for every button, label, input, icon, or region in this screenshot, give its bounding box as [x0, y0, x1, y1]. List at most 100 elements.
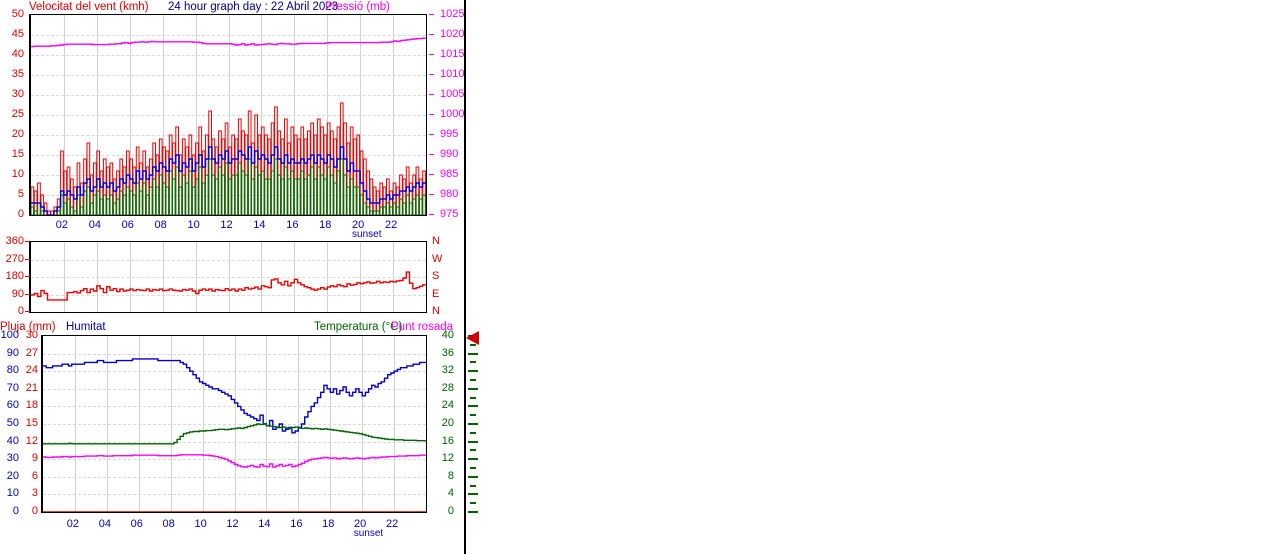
wind-plot-area	[29, 14, 427, 216]
x-tick-label: 14	[253, 219, 266, 231]
temperature-line	[43, 422, 426, 445]
grid-hline	[43, 494, 426, 495]
pressure-tick-mark	[429, 54, 434, 55]
pressure-tick-label: 1005	[440, 88, 465, 100]
graph-title: 24 hour graph day : 22 Abril 2023	[168, 1, 339, 13]
temperature-minor-tick	[470, 458, 476, 461]
grid-hline	[43, 389, 426, 390]
rain-tick-label: 27	[25, 346, 38, 359]
current-temp-marker-icon	[466, 331, 479, 345]
temperature-tick-label: 40	[441, 329, 454, 341]
temperature-minor-tick	[470, 423, 476, 425]
temperature-minor-tick	[470, 387, 476, 390]
wind-pressure-panel: Velocitat del vent (kmh) 24 hour graph d…	[0, 0, 465, 240]
grid-hline	[43, 424, 426, 425]
grid-hline	[31, 260, 426, 261]
temperature-minor-tick	[470, 511, 476, 513]
pressure-header: Pressió (mb)	[324, 1, 390, 13]
pressure-tick-mark	[429, 34, 434, 35]
humidity-tick-label: 30	[6, 452, 19, 465]
grid-hline	[31, 55, 426, 56]
x-tick-label: 10	[194, 518, 207, 530]
humidity-tick-label: 70	[6, 381, 19, 394]
pressure-tick-mark	[429, 214, 434, 215]
wind-speed-header: Velocitat del vent (kmh)	[29, 1, 149, 13]
series-layer	[31, 37, 426, 215]
x-tick-label: 14	[258, 518, 271, 530]
grid-hline	[43, 406, 426, 407]
direction-tick-mark	[25, 293, 30, 295]
x-tick-label: 20	[354, 518, 367, 530]
direction-tick-label: 0	[17, 305, 24, 317]
direction-tick-label: 90	[11, 287, 24, 300]
pressure-tick-mark	[429, 94, 434, 95]
x-tick-label: 18	[319, 219, 332, 231]
grid-hline	[31, 75, 426, 76]
direction-tick-label: 180	[5, 270, 24, 282]
humidity-tick-label: 60	[6, 399, 19, 412]
rain-tick-label: 18	[25, 399, 38, 412]
pressure-tick-label: 990	[440, 148, 459, 160]
rain-tick-label: 0	[31, 505, 38, 517]
pressure-tick-mark	[429, 14, 434, 15]
direction-tick-mark	[25, 258, 30, 260]
x-tick-label: 12	[226, 518, 239, 530]
grid-hline	[31, 295, 426, 296]
x-tick-label: 04	[98, 518, 111, 530]
pressure-tick-label: 1015	[440, 48, 465, 60]
temperature-minor-tick	[470, 493, 476, 496]
temperature-tick-label: 16	[441, 434, 454, 447]
rain-header: Pluja (mm)	[0, 321, 56, 333]
temperature-minor-tick	[470, 467, 476, 469]
pressure-tick-label: 985	[440, 168, 459, 180]
x-tick-label: 16	[290, 518, 303, 530]
temperature-tick-label: 24	[441, 399, 454, 412]
temperature-tick-label: 28	[441, 381, 454, 394]
x-tick-label: 06	[130, 518, 143, 530]
x-tick-label: 02	[66, 518, 80, 530]
pressure-tick-label: 1025	[440, 8, 465, 20]
humidity-header: Humitat	[66, 321, 106, 333]
direction-tick-mark	[25, 241, 30, 242]
humidity-tick-label: 50	[6, 417, 19, 429]
pressure-tick-label: 1000	[440, 108, 465, 120]
x-tick-label: 16	[286, 219, 299, 231]
direction-tick-mark	[25, 276, 30, 277]
pressure-tick-label: 980	[440, 188, 459, 200]
temperature-tick-label: 12	[441, 452, 454, 465]
dewpoint-header: Punt rosada	[391, 321, 454, 333]
temperature-tick-label: 32	[441, 364, 454, 377]
temperature-minor-tick	[470, 352, 476, 355]
rain-tick-label: 6	[31, 469, 38, 482]
pressure-tick-mark	[429, 194, 434, 195]
humidity-tick-label: 40	[6, 434, 19, 447]
rain-tick-label: 15	[25, 417, 38, 429]
x-tick-label: 06	[121, 219, 134, 231]
compass-label: S	[432, 270, 440, 282]
pressure-tick-mark	[429, 134, 434, 135]
humidity-tick-label: 0	[12, 505, 19, 517]
wind-direction-line	[31, 271, 426, 301]
panel-divider	[464, 0, 466, 554]
pressure-tick-label: 1010	[440, 68, 465, 80]
rain-tick-label: 21	[25, 381, 38, 394]
pressure-tick-mark	[429, 154, 434, 155]
series-layer	[43, 358, 426, 512]
pressure-line	[31, 37, 426, 48]
temperature-minor-tick	[470, 484, 476, 487]
pressure-tick-mark	[429, 74, 434, 75]
x-tick-label: 18	[322, 518, 335, 530]
temperature-minor-tick	[470, 440, 476, 443]
direction-tick-label: 360	[5, 235, 24, 247]
wind-average-line	[31, 146, 426, 215]
humidity-tick-label: 20	[6, 469, 19, 482]
temperature-tick-label: 36	[441, 346, 454, 359]
wind-speed-tick-label: 35	[11, 68, 24, 80]
rain-tick-label: 24	[25, 364, 38, 377]
dewpoint-line	[43, 454, 426, 468]
wind-speed-tick-label: 25	[11, 108, 24, 120]
grid-hline	[31, 115, 426, 116]
grid-hline	[43, 371, 426, 372]
humidity-tick-label: 10	[6, 487, 19, 500]
grid-hline	[43, 354, 426, 355]
